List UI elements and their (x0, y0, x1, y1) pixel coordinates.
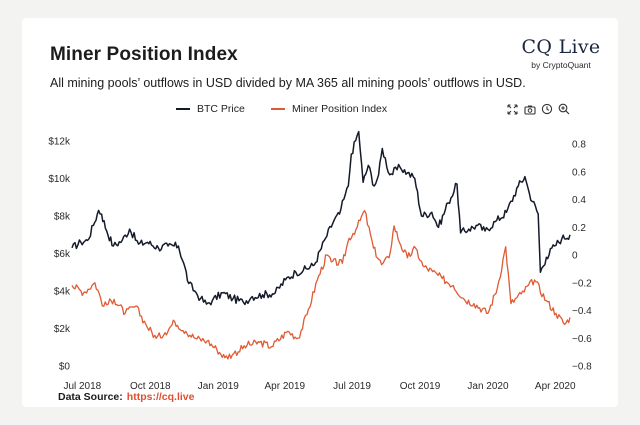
legend-swatch-mpi (271, 108, 285, 110)
y-axis-right: 0.8 0.6 0.4 0.2 0 −0.2 −0.4 −0.6 −0.8 (572, 140, 592, 373)
y-right-tick-label: 0.4 (572, 195, 586, 206)
y-left-tick-label: $10k (48, 174, 71, 185)
reset-icon[interactable] (540, 102, 553, 116)
x-tick-label: Jan 2019 (198, 381, 240, 392)
x-axis: Jul 2018 Oct 2018 Jan 2019 Apr 2019 Jul 2019… (63, 381, 576, 392)
brand-logo: CQ Live by CryptoQuant (516, 36, 606, 70)
x-tick-label: Oct 2019 (400, 381, 441, 392)
brand-name: CQ Live (521, 36, 601, 58)
series-layer (71, 130, 571, 360)
y-right-tick-label: −0.6 (572, 334, 592, 345)
camera-icon[interactable] (523, 102, 536, 116)
y-right-tick-label: −0.4 (572, 306, 592, 317)
x-tick-label: Apr 2019 (264, 381, 305, 392)
x-tick-label: Jul 2019 (333, 381, 371, 392)
legend-item-mpi[interactable]: Miner Position Index (271, 103, 387, 115)
legend-item-btc[interactable]: BTC Price (176, 103, 245, 115)
chart-subtitle: All mining pools’ outflows in USD divide… (50, 76, 526, 90)
brand-byline: by CryptoQuant (531, 60, 591, 70)
legend: BTC Price Miner Position Index (0, 103, 640, 119)
series-line-miner-position-index (71, 209, 571, 360)
legend-swatch-btc (176, 108, 190, 110)
y-right-tick-label: 0.2 (572, 223, 586, 234)
y-left-tick-label: $12k (48, 137, 71, 148)
y-right-tick-label: −0.2 (572, 278, 592, 289)
x-tick-label: Jul 2018 (63, 381, 101, 392)
zoom-in-icon[interactable] (557, 102, 570, 116)
y-left-tick-label: $4k (54, 287, 71, 298)
x-tick-label: Jan 2020 (467, 381, 509, 392)
legend-label-mpi: Miner Position Index (292, 103, 388, 115)
data-source-link[interactable]: https://cq.live (126, 391, 195, 403)
y-right-tick-label: 0.8 (572, 140, 586, 151)
y-left-tick-label: $8k (54, 212, 71, 223)
series-line-btc-price (71, 130, 571, 306)
y-left-tick-label: $2k (54, 324, 71, 335)
legend-label-btc: BTC Price (197, 103, 245, 115)
y-axis-left: $0 $2k $4k $6k $8k $10k $12k (48, 137, 71, 373)
chart-title: Miner Position Index (50, 44, 238, 65)
x-tick-label: Apr 2020 (535, 381, 576, 392)
data-source: Data Source: https://cq.live (58, 391, 194, 403)
expand-icon[interactable] (506, 102, 519, 116)
y-right-tick-label: −0.8 (572, 362, 592, 373)
y-left-tick-label: $0 (59, 362, 71, 373)
chart-card (22, 18, 618, 407)
chart-toolbar (506, 102, 570, 116)
y-left-tick-label: $6k (54, 249, 71, 260)
y-right-tick-label: 0 (572, 251, 578, 262)
x-tick-label: Oct 2018 (130, 381, 171, 392)
data-source-label: Data Source: (58, 391, 123, 403)
y-right-tick-label: 0.6 (572, 167, 586, 178)
